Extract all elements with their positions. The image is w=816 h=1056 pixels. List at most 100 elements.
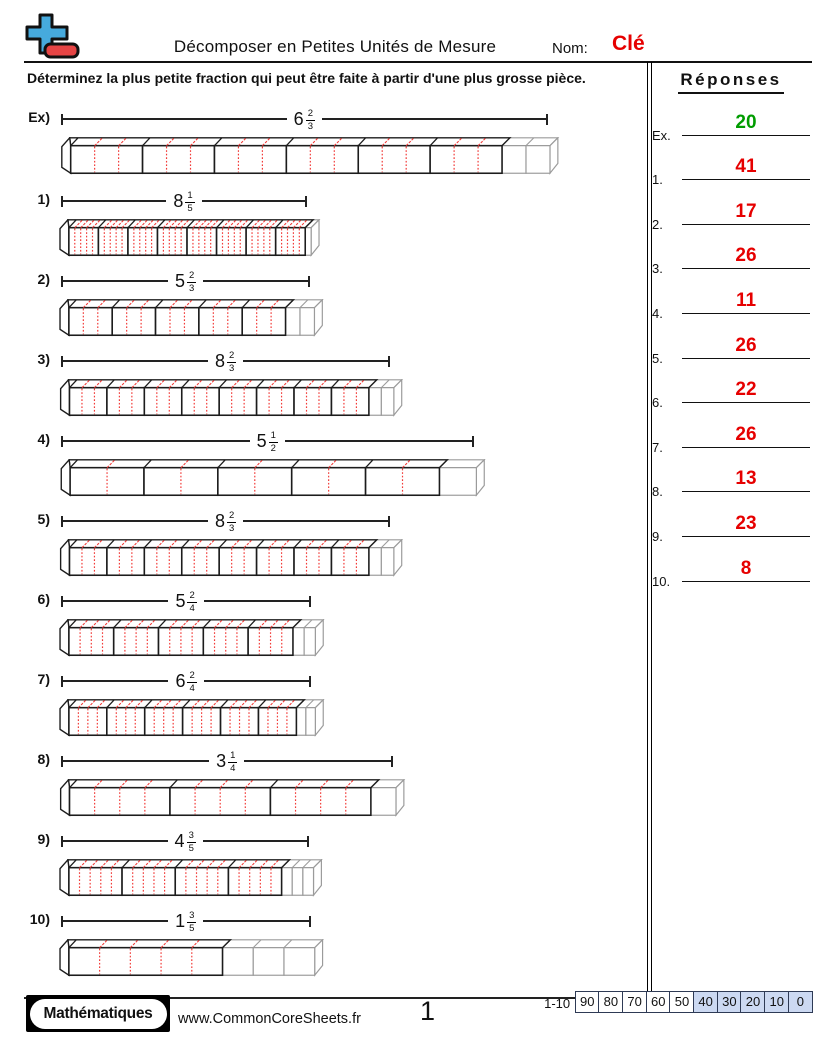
answer-blank: 26 — [682, 335, 810, 359]
plus-minus-logo-icon — [25, 13, 80, 59]
whole-number: 8 — [215, 511, 226, 531]
unit-bar-diagram — [59, 619, 325, 657]
mixed-number-label: 8 1 5 — [173, 190, 195, 213]
mixed-number-label: 5 1 2 — [257, 430, 278, 453]
left-tick — [61, 915, 63, 927]
unit-bar-diagram — [59, 939, 325, 977]
answer-row: 3. 26 — [652, 232, 810, 277]
problem-row: Ex) 6 2 3 — [20, 104, 644, 176]
answer-value: 17 — [735, 200, 757, 222]
whole-number: 8 — [173, 191, 184, 211]
measurement-line: 8 2 3 — [61, 346, 391, 376]
answer-row: 2. 17 — [652, 187, 810, 232]
mixed-number-label: 8 2 3 — [215, 349, 237, 373]
answer-value: 22 — [735, 379, 757, 401]
left-tick — [61, 515, 63, 527]
fraction: 1 2 — [268, 429, 278, 454]
left-tick — [61, 195, 63, 207]
score-cell: 80 — [598, 991, 624, 1013]
problem-row: 4) 5 1 2 — [20, 426, 644, 498]
right-tick — [390, 755, 393, 767]
problem-row: 3) 8 2 3 — [20, 346, 644, 418]
problem-number: 1) — [37, 191, 50, 207]
mixed-number-label: 8 2 3 — [215, 510, 237, 533]
brand-badge: Mathématiques — [26, 995, 170, 1032]
mixed-number-label: 5 2 3 — [175, 269, 197, 294]
fraction-denominator: 4 — [189, 682, 195, 694]
problem-body: 5 1 2 — [57, 426, 644, 498]
fraction-numerator: 3 — [186, 829, 196, 843]
fraction-denominator: 5 — [189, 922, 195, 934]
score-range-label: 1-10 — [544, 996, 571, 1011]
problem-body: 3 1 4 — [57, 746, 644, 818]
answers-panel: Réponses Ex. 20 1. 41 2. 17 3. 26 4. 11 … — [652, 62, 810, 589]
answers-divider — [647, 62, 652, 995]
fraction-numerator: 1 — [268, 429, 278, 443]
line-segment — [202, 840, 308, 842]
unit-bar-diagram — [60, 459, 486, 497]
answer-value: 20 — [735, 111, 757, 133]
answer-blank: 8 — [682, 558, 810, 582]
unit-bar-diagram — [59, 859, 323, 897]
answers-list: Ex. 20 1. 41 2. 17 3. 26 4. 11 5. 26 6 — [652, 98, 810, 589]
right-tick — [308, 275, 311, 287]
mixed-number-label: 6 2 4 — [175, 670, 197, 694]
right-tick — [305, 195, 307, 207]
unit-bar-diagram — [59, 379, 404, 417]
fraction: 3 5 — [186, 829, 196, 854]
measurement-line: 5 2 3 — [61, 266, 311, 296]
line-segment — [203, 600, 310, 602]
score-cell: 40 — [693, 991, 719, 1013]
measurement-line: 8 1 5 — [61, 186, 307, 216]
measurement-line: 1 3 5 — [61, 906, 311, 936]
line-segment — [63, 280, 169, 282]
name-label: Nom: — [552, 40, 588, 57]
line-segment — [284, 440, 472, 442]
problem-body: 1 3 5 — [57, 906, 644, 978]
answer-number: 1. — [652, 172, 663, 188]
problem-number: 4) — [37, 431, 50, 447]
problem-row: 7) 6 2 4 — [20, 666, 644, 738]
score-cell: 60 — [645, 991, 671, 1013]
answer-value: 13 — [735, 468, 757, 490]
fraction-numerator: 1 — [228, 749, 238, 763]
right-tick — [388, 515, 391, 527]
line-segment — [63, 920, 169, 922]
answer-number: 3. — [652, 261, 663, 277]
answer-number: 7. — [652, 439, 663, 455]
score-cell: 20 — [740, 991, 766, 1013]
answer-blank: 20 — [682, 111, 810, 136]
problem-row: 2) 5 2 3 — [20, 266, 644, 338]
answer-number: 2. — [652, 216, 663, 232]
problem-number: Ex) — [28, 109, 50, 125]
fraction-numerator: 2 — [187, 269, 197, 283]
minus-icon — [43, 42, 80, 59]
line-segment — [63, 440, 250, 442]
page-number: 1 — [420, 996, 436, 1026]
mixed-number-label: 4 3 5 — [175, 830, 196, 853]
header-rule — [24, 61, 812, 63]
answer-blank: 13 — [682, 468, 810, 493]
unit-bar-diagram — [59, 699, 325, 737]
problem-number: 8) — [37, 751, 50, 767]
mixed-number-label: 6 2 3 — [294, 108, 315, 131]
answer-number: 10. — [652, 573, 671, 589]
mixed-number-label: 3 1 4 — [216, 749, 238, 773]
fraction-numerator: 2 — [305, 107, 315, 121]
problem-number: 6) — [37, 591, 50, 607]
answer-blank: 17 — [682, 200, 810, 225]
problem-row: 6) 5 2 4 — [20, 586, 644, 658]
left-tick — [61, 755, 63, 767]
answer-row: 9. 23 — [652, 499, 810, 544]
answer-number: 9. — [652, 528, 663, 544]
problem-number: 7) — [37, 671, 50, 687]
fraction: 2 3 — [187, 269, 197, 294]
site-url: www.CommonCoreSheets.fr — [178, 1011, 361, 1027]
unit-bar-diagram — [59, 539, 404, 577]
instruction-text: Déterminez la plus petite fraction qui p… — [27, 70, 586, 86]
line-segment — [244, 760, 391, 762]
fraction-numerator: 2 — [227, 349, 237, 363]
problem-body: 8 2 3 — [57, 506, 644, 578]
right-tick — [308, 915, 311, 927]
answer-value: 11 — [735, 290, 757, 312]
